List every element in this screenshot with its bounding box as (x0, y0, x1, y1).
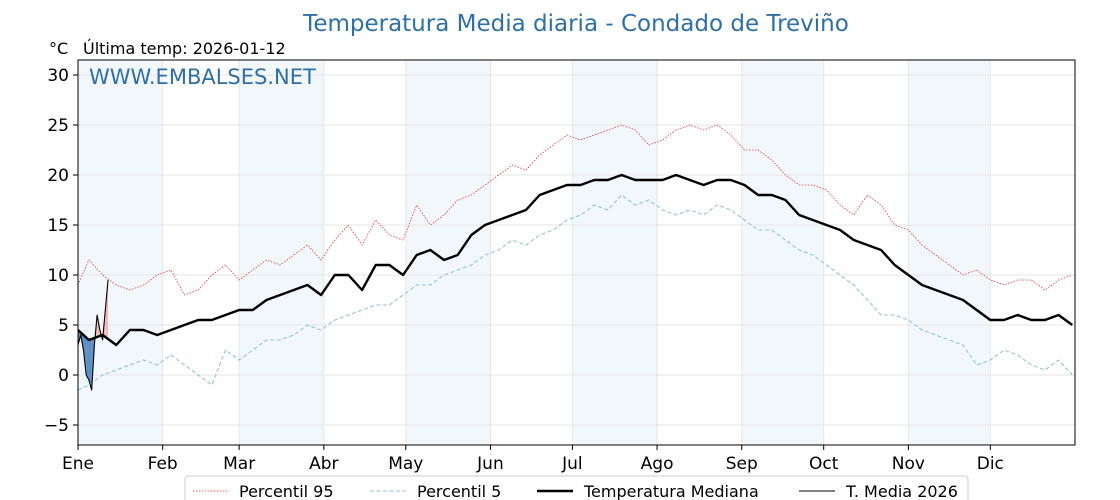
month-band (572, 60, 658, 445)
legend-label: Temperatura Mediana (583, 482, 759, 500)
series-line-solid-thick (77, 173, 1073, 347)
month-band (741, 60, 824, 445)
y-tick-label: 5 (58, 316, 69, 336)
series-line-dashed-thin (77, 194, 1073, 391)
y-tick-label: 0 (58, 366, 69, 386)
legend: Percentil 95 Percentil 5 Temperatura Media… (184, 475, 969, 500)
x-tick-label: Abr (309, 454, 338, 474)
y-tick-label: 10 (47, 266, 69, 286)
legend-box (184, 475, 969, 500)
month-band (239, 60, 324, 445)
month-band (405, 60, 491, 445)
anomaly-fill-segment (86, 337, 89, 380)
plot-frame (77, 59, 1076, 446)
y-tick-label: 20 (47, 166, 69, 186)
series-line-dotted-thin (77, 124, 1073, 296)
last-temp-label: Última temp: 2026-01-12 (83, 39, 286, 58)
x-tick-label: Dic (977, 454, 1004, 474)
series-line-solid-thin (77, 279, 109, 391)
series-lines (77, 124, 1073, 391)
y-axis-ticks: −5 0 5 10 15 20 25 30 (44, 66, 78, 436)
anomaly-fill-segment (105, 280, 109, 339)
y-tick-label: −5 (44, 416, 69, 436)
x-tick-label: Sep (726, 454, 758, 474)
x-tick-label: Jun (476, 454, 504, 474)
x-tick-label: Nov (892, 454, 925, 474)
x-tick-label: Mar (223, 454, 255, 474)
legend-label: Percentil 5 (417, 482, 501, 500)
watermark: WWW.EMBALSES.NET (89, 65, 316, 89)
x-tick-label: Oct (809, 454, 839, 474)
x-tick-label: Feb (148, 454, 178, 474)
anomaly-fill-segment (88, 339, 92, 390)
x-axis-ticks: Ene Feb Mar Abr May Jun Jul Ago Sep Oct Nov Dic (62, 445, 1004, 474)
y-tick-label: 15 (47, 216, 69, 236)
unit-label: °C (49, 39, 68, 58)
x-tick-label: Ene (62, 454, 94, 474)
chart-title: Temperatura Media diaria - Condado de Tr… (302, 11, 849, 37)
x-tick-label: Jul (561, 454, 583, 474)
month-bands (78, 60, 991, 445)
y-tick-label: 30 (47, 66, 69, 86)
legend-label: Percentil 95 (239, 482, 334, 500)
y-tick-label: 25 (47, 116, 69, 136)
x-tick-label: Ago (641, 454, 674, 474)
month-band (908, 60, 991, 445)
legend-label: T. Media 2026 (845, 482, 958, 500)
x-tick-label: May (388, 454, 423, 474)
